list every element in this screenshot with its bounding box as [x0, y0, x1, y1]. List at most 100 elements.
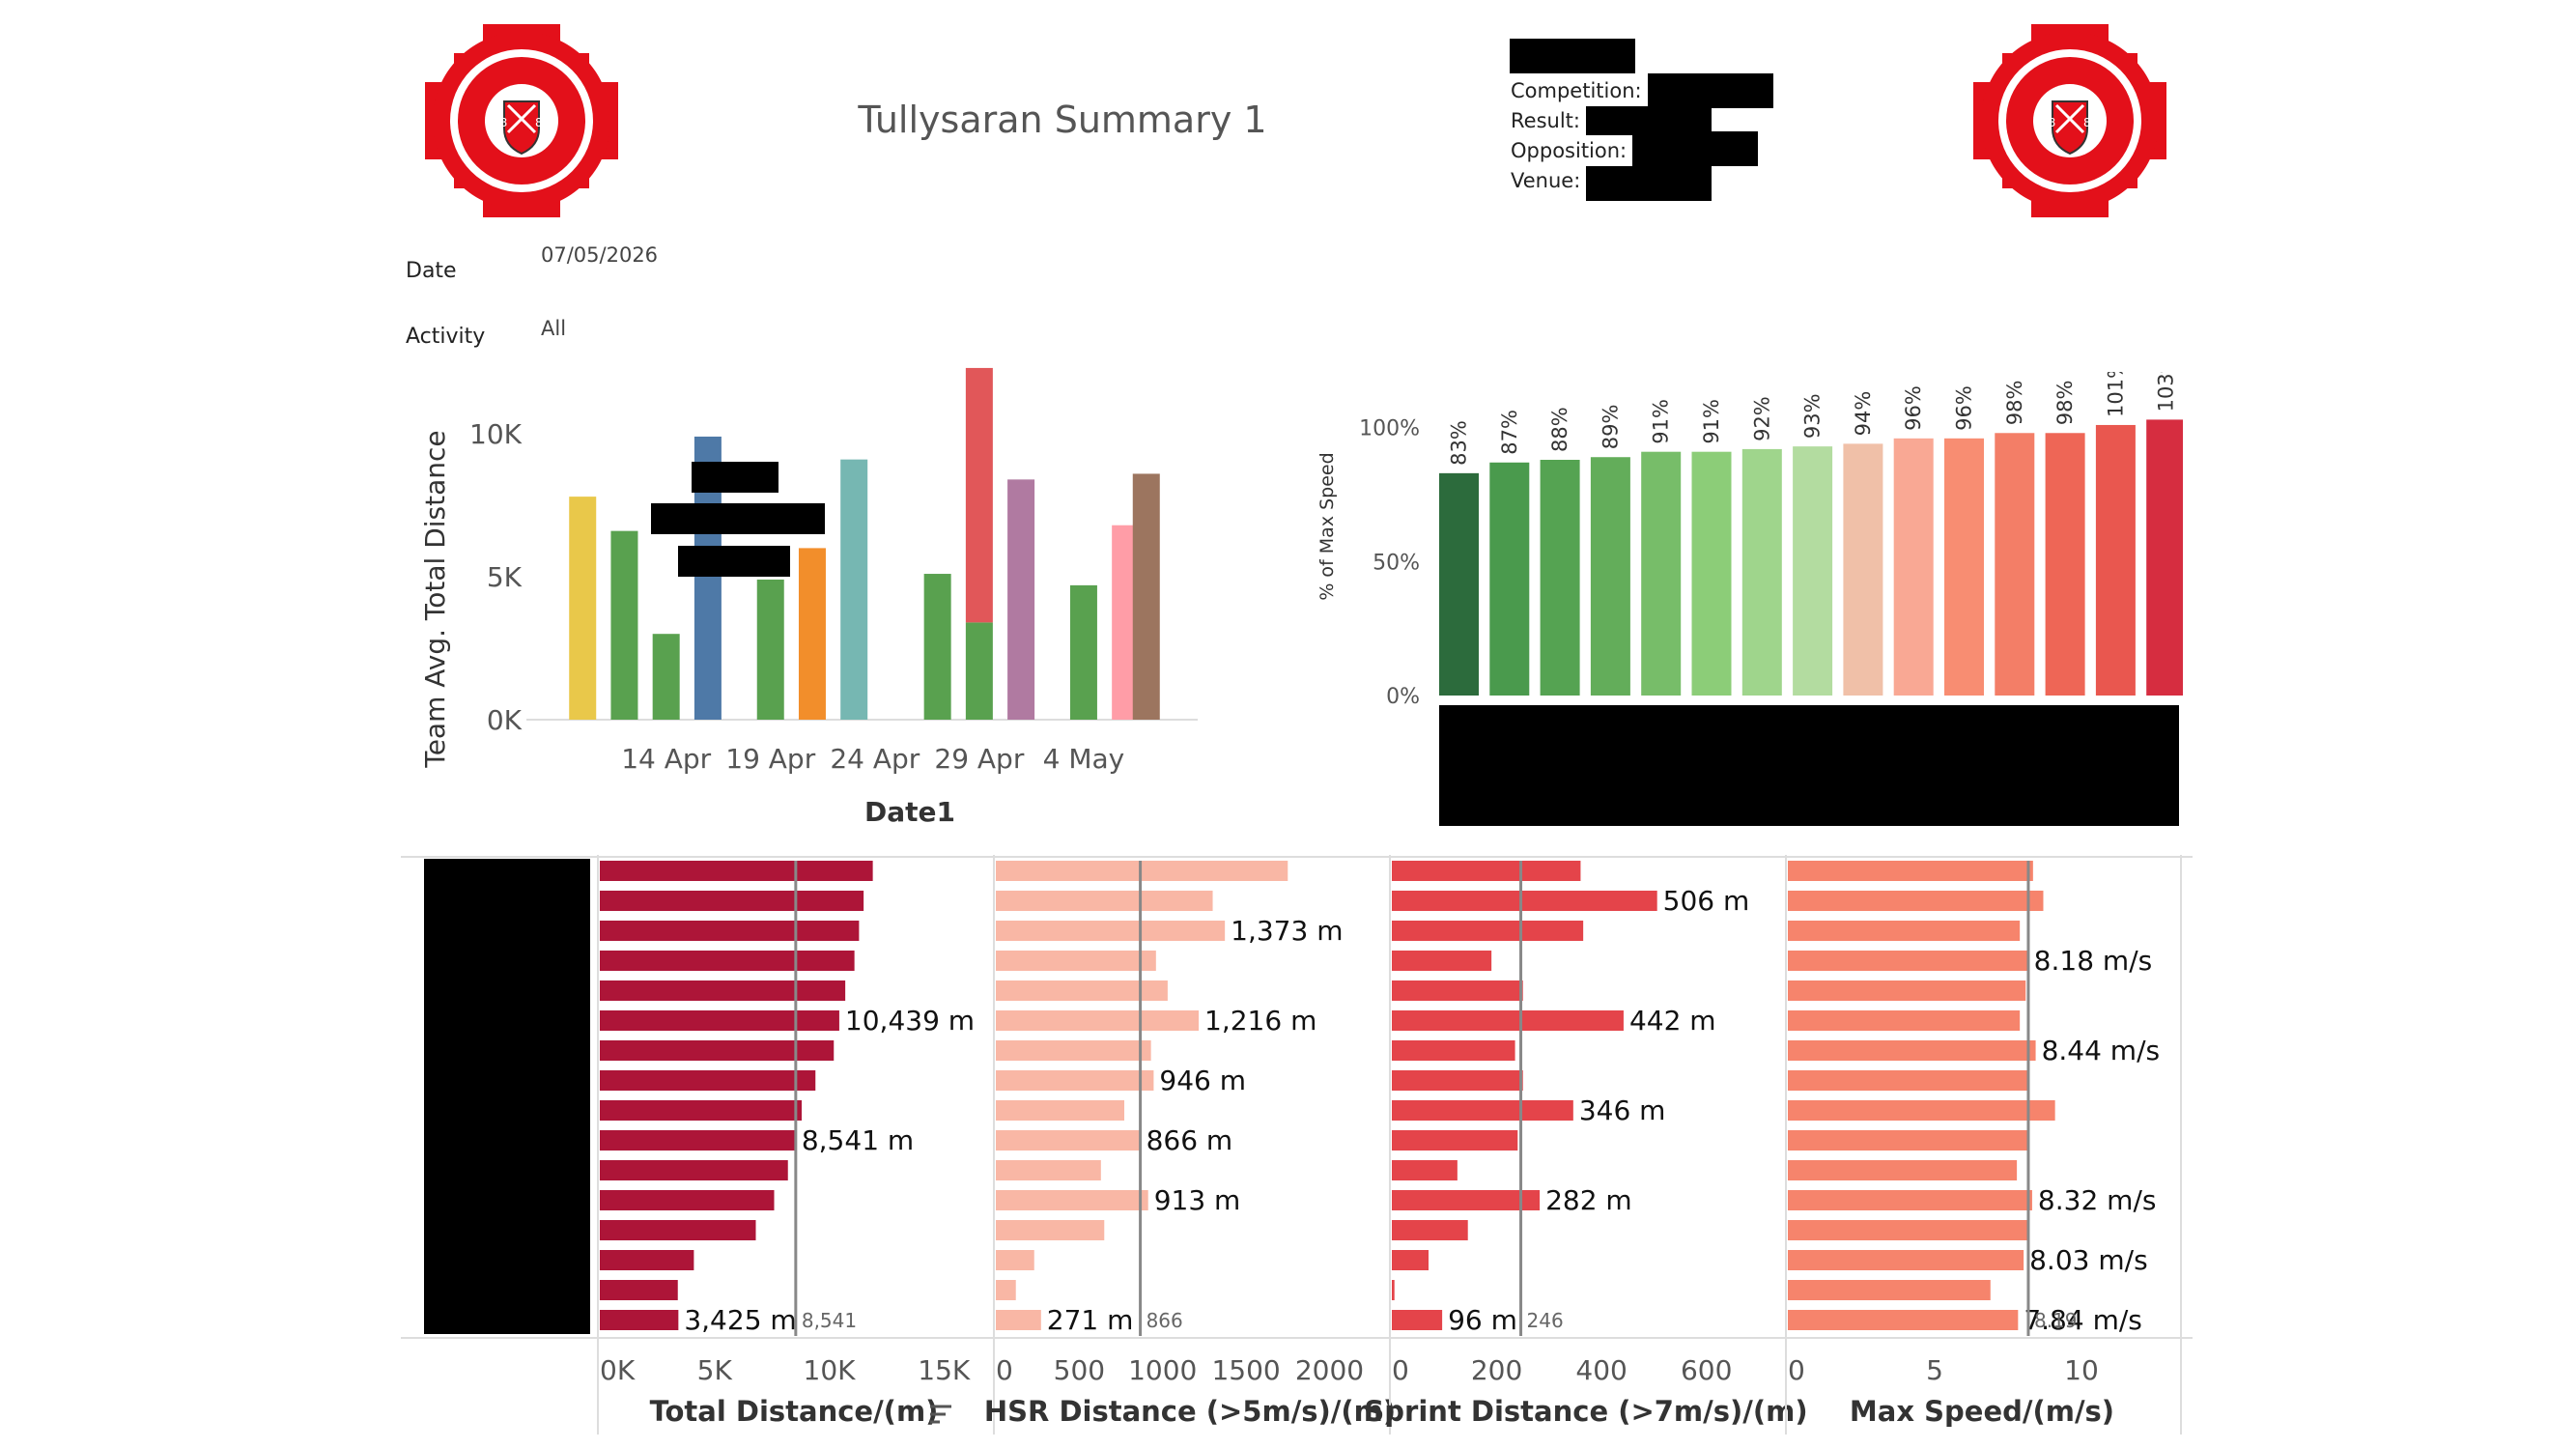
player-bar[interactable] [600, 1310, 679, 1330]
player-bar[interactable] [1788, 1100, 2055, 1121]
player-speed-bar[interactable] [1691, 451, 1732, 696]
player-speed-bar[interactable] [1843, 443, 1883, 696]
player-bar[interactable] [600, 1010, 839, 1031]
player-bar[interactable] [996, 921, 1226, 941]
activity-filter-value[interactable]: All [541, 317, 567, 340]
player-bar[interactable] [1788, 951, 2028, 971]
player-bar[interactable] [1392, 980, 1523, 1001]
player-bar[interactable] [1392, 1100, 1573, 1121]
player-bar[interactable] [1788, 1010, 2021, 1031]
player-bar[interactable] [996, 1010, 1200, 1031]
player-bar[interactable] [996, 1280, 1016, 1300]
player-bar[interactable] [996, 1100, 1124, 1121]
player-bar[interactable] [600, 1160, 788, 1180]
player-speed-bar[interactable] [1439, 472, 1479, 696]
player-bar[interactable] [1788, 1160, 2018, 1180]
player-speed-bar[interactable] [1995, 433, 2035, 696]
player-speed-bar[interactable] [1641, 451, 1682, 696]
player-bar[interactable] [1392, 1250, 1429, 1270]
player-bar[interactable] [1788, 921, 2021, 941]
player-bar[interactable] [1392, 951, 1492, 971]
player-bar[interactable] [1392, 1160, 1458, 1180]
date-filter-value[interactable]: 07/05/2026 [541, 243, 659, 267]
player-bar[interactable] [996, 861, 1288, 881]
player-bar[interactable] [996, 1310, 1041, 1330]
player-bar[interactable] [996, 1190, 1148, 1210]
player-bar[interactable] [1392, 1010, 1624, 1031]
player-bar[interactable] [600, 1220, 756, 1240]
average-reference-label: 246 [1527, 1309, 1564, 1332]
player-speed-bar[interactable] [1893, 438, 1934, 696]
session-bar[interactable] [840, 459, 868, 720]
player-bar[interactable] [996, 980, 1168, 1001]
player-bar[interactable] [1392, 1070, 1523, 1091]
session-bar[interactable] [652, 634, 680, 720]
player-bar[interactable] [1392, 921, 1584, 941]
player-bar[interactable] [600, 1280, 678, 1300]
player-bar[interactable] [600, 861, 873, 881]
session-bar[interactable] [610, 530, 638, 720]
player-bar[interactable] [600, 951, 855, 971]
player-speed-bar[interactable] [2045, 433, 2085, 696]
player-bar[interactable] [1392, 861, 1581, 881]
player-bar[interactable] [1392, 1220, 1468, 1240]
player-bar[interactable] [1788, 891, 2044, 911]
player-bar[interactable] [1392, 1130, 1518, 1151]
session-bar[interactable] [798, 548, 826, 720]
player-bar[interactable] [1392, 1280, 1395, 1300]
player-bar[interactable] [1788, 1040, 2036, 1061]
session-bar-stacked[interactable] [965, 367, 993, 623]
player-bar[interactable] [996, 1070, 1154, 1091]
player-bar[interactable] [1788, 1070, 2029, 1091]
player-bar[interactable] [996, 1040, 1151, 1061]
player-speed-bar[interactable] [1489, 462, 1530, 696]
player-bar[interactable] [996, 1130, 1141, 1151]
average-reference-label: 866 [1146, 1309, 1183, 1332]
player-bar[interactable] [996, 1160, 1101, 1180]
player-speed-bar[interactable] [1540, 460, 1580, 696]
player-bar[interactable] [1392, 1310, 1443, 1330]
session-bar[interactable] [569, 497, 597, 720]
player-bar[interactable] [1788, 1130, 2027, 1151]
player-bar[interactable] [1788, 1220, 2029, 1240]
player-bar[interactable] [1392, 891, 1657, 911]
session-bar[interactable] [965, 622, 993, 720]
player-bar[interactable] [1788, 980, 2026, 1001]
player-bar[interactable] [600, 1190, 775, 1210]
player-bar[interactable] [600, 1250, 694, 1270]
player-bar[interactable] [1392, 1040, 1515, 1061]
session-bar[interactable] [756, 579, 784, 720]
player-bar[interactable] [600, 1070, 816, 1091]
y-axis-label: % of Max Speed [1316, 452, 1338, 600]
player-bar[interactable] [1788, 1190, 2032, 1210]
player-bar[interactable] [1788, 1310, 2019, 1330]
player-speed-bar[interactable] [2095, 424, 2136, 696]
player-bar[interactable] [1392, 1190, 1541, 1210]
session-bar[interactable] [1069, 584, 1097, 720]
player-speed-bar[interactable] [2146, 419, 2183, 696]
player-bar[interactable] [996, 1250, 1034, 1270]
player-bar[interactable] [996, 1220, 1105, 1240]
player-bar[interactable] [600, 1040, 835, 1061]
x-tick-label: 4 May [1043, 743, 1125, 775]
player-bar[interactable] [1788, 1250, 2024, 1270]
player-bar[interactable] [996, 951, 1156, 971]
player-speed-bar[interactable] [1793, 446, 1833, 696]
player-bar[interactable] [600, 1130, 796, 1151]
session-bar[interactable] [1132, 473, 1160, 720]
player-bar[interactable] [1788, 1280, 1991, 1300]
session-bar[interactable] [1007, 479, 1035, 720]
player-bar[interactable] [600, 980, 846, 1001]
player-bar[interactable] [1788, 861, 2033, 881]
redacted-block [1439, 705, 2179, 826]
player-speed-bar[interactable] [1741, 448, 1782, 696]
player-speed-bar[interactable] [1944, 438, 1984, 696]
session-bar[interactable] [923, 574, 951, 720]
sort-icon[interactable] [930, 1405, 951, 1424]
player-bar[interactable] [600, 891, 864, 911]
player-bar[interactable] [600, 1100, 802, 1121]
player-bar[interactable] [600, 921, 860, 941]
player-bar[interactable] [996, 891, 1213, 911]
player-speed-bar[interactable] [1590, 457, 1630, 696]
bar-value-label: 88% [1548, 407, 1571, 452]
